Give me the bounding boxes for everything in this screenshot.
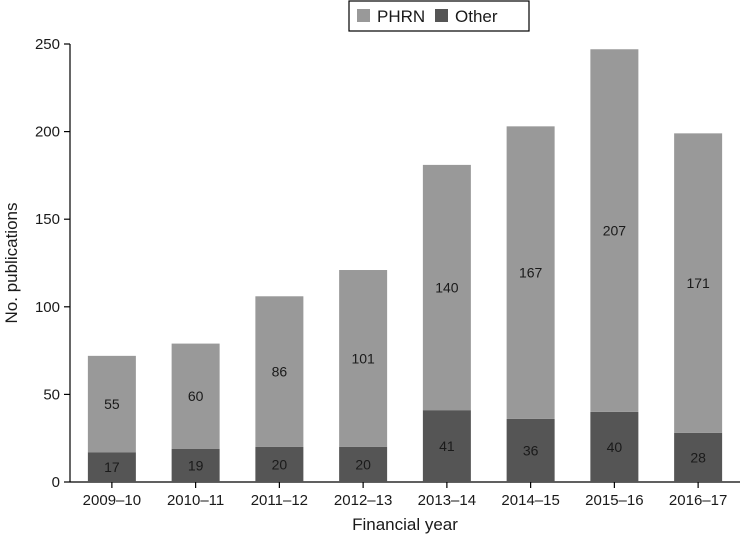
data-label-other: 20 <box>355 456 371 472</box>
legend: PHRN Other <box>348 0 530 32</box>
bar-other <box>339 446 388 482</box>
y-tick-label: 50 <box>43 386 60 403</box>
y-tick-label: 250 <box>35 36 60 53</box>
y-tick-label: 100 <box>35 299 60 316</box>
data-label-phrn: 140 <box>435 280 459 296</box>
bar-phrn <box>590 49 639 412</box>
data-label-phrn: 86 <box>272 364 288 380</box>
bar-phrn <box>339 270 388 447</box>
data-label-other: 28 <box>690 449 706 465</box>
legend-swatch-phrn <box>357 9 370 22</box>
bar-phrn <box>422 164 471 411</box>
data-label-phrn: 207 <box>603 223 627 239</box>
bar-other <box>506 418 555 482</box>
data-label-other: 36 <box>523 442 539 458</box>
data-label-phrn: 167 <box>519 265 543 281</box>
x-axis: 2009–10 2010–11 2011–12 2012–13 2013–14 2014–… <box>70 481 740 509</box>
legend-label-phrn: PHRN <box>377 7 425 26</box>
bar-other <box>674 432 723 482</box>
bar-other <box>422 410 471 482</box>
x-tick-label: 2013–14 <box>418 492 476 509</box>
data-label-other: 19 <box>188 457 204 473</box>
x-tick-label: 2014–15 <box>501 492 559 509</box>
y-tick-label: 150 <box>35 211 60 228</box>
legend-swatch-other <box>435 9 448 22</box>
data-label-other: 17 <box>104 459 120 475</box>
y-tick-label: 200 <box>35 124 60 141</box>
bar-phrn <box>506 126 555 419</box>
legend-label-other: Other <box>455 7 498 26</box>
data-label-phrn: 101 <box>351 350 375 366</box>
y-axis: 0 50 100 150 200 250 <box>35 36 71 491</box>
bar-other <box>590 411 639 482</box>
x-tick-label: 2009–10 <box>83 492 141 509</box>
bar-phrn <box>255 296 304 447</box>
y-axis-title: No. publications <box>2 203 21 324</box>
y-tick-label: 0 <box>52 474 60 491</box>
data-label-phrn: 60 <box>188 388 204 404</box>
x-tick-label: 2015–16 <box>585 492 643 509</box>
x-tick-label: 2010–11 <box>167 492 224 509</box>
data-label-other: 41 <box>439 438 455 454</box>
bar-other <box>255 446 304 482</box>
bars: 17 55 19 60 20 86 20 101 41 140 36 167 40 207 28 171 <box>87 49 723 482</box>
x-tick-label: 2012–13 <box>334 492 392 509</box>
x-axis-title: Financial year <box>352 515 458 534</box>
data-label-phrn: 171 <box>686 275 710 291</box>
data-label-other: 40 <box>607 439 623 455</box>
x-tick-label: 2016–17 <box>669 492 727 509</box>
x-tick-label: 2011–12 <box>251 492 308 509</box>
data-label-other: 20 <box>272 456 288 472</box>
bar-phrn <box>171 343 220 449</box>
bar-other <box>87 452 136 482</box>
bar-phrn <box>87 355 136 453</box>
data-label-phrn: 55 <box>104 396 120 412</box>
bar-phrn <box>674 133 723 433</box>
bar-other <box>171 448 220 482</box>
